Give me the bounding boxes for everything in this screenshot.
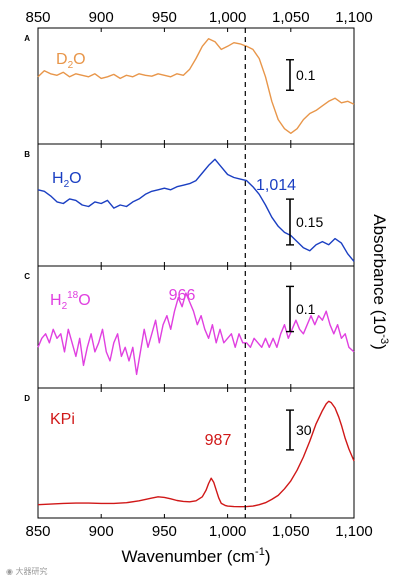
y-axis-title-sup: -3: [378, 334, 390, 344]
sample-label-end: O: [73, 51, 85, 68]
x-tick-label: 950: [152, 523, 177, 540]
x-tick-label-top: 950: [152, 9, 177, 26]
y-axis-title-text: Absorbance (10: [370, 214, 389, 334]
spectrum-line-b: [37, 158, 355, 262]
scale-bar: 30: [286, 409, 312, 451]
x-tick-label-top: 1,050: [272, 9, 310, 26]
panel-letter: C: [24, 272, 30, 281]
x-tick-label: 1,050: [272, 523, 310, 540]
x-axis-title-sup: -1: [255, 546, 265, 558]
sample-label: KPi: [50, 411, 75, 428]
sample-label: H218O: [50, 290, 91, 312]
spectrum-line-d: [37, 400, 355, 508]
panel-letter: D: [24, 394, 30, 403]
x-tick-label: 1,000: [209, 523, 247, 540]
sample-label-main: KPi: [50, 411, 75, 428]
x-tick-label-top: 1,100: [335, 9, 373, 26]
x-tick-label-top: 900: [89, 9, 114, 26]
peak-label: 1,014: [256, 177, 296, 194]
sample-label: D2O: [56, 51, 86, 71]
sample-label-sub: 2: [68, 60, 74, 71]
sample-label-main: H: [50, 292, 62, 309]
x-axis-title-end: ): [265, 547, 271, 566]
scale-bar-label: 0.15: [296, 214, 323, 230]
sample-label-end: O: [69, 170, 81, 187]
x-axis: 850 850 900 900 950 950 1,000 1,000 1,050 1,050 1,…: [25, 9, 372, 540]
x-tick-label: 850: [25, 523, 50, 540]
spectrum-line-a: [37, 38, 355, 134]
sample-label-main: H: [52, 170, 64, 187]
panel-a: A D2O 0.1: [24, 27, 355, 145]
sample-label-sub: 2: [62, 301, 68, 312]
panel-letter: B: [24, 150, 30, 159]
panel-frame: [37, 387, 355, 519]
sample-label-sub: 2: [64, 179, 70, 190]
scale-bar-label: 0.1: [296, 301, 316, 317]
x-tick-label: 1,100: [335, 523, 373, 540]
panel-d: D KPi 30 987: [24, 387, 355, 519]
panel-frame: [37, 143, 355, 267]
watermark-logo: ◉ 大器研究: [6, 567, 48, 576]
panel-c: C H218O 0.1 966: [24, 265, 355, 389]
y-axis-title: Absorbance (10-3): [370, 214, 390, 349]
scale-bar-label: 30: [296, 422, 312, 438]
peak-label: 966: [169, 287, 196, 304]
sample-label-end: O: [78, 292, 90, 309]
sample-label-sup: 18: [67, 290, 79, 301]
scale-bar: 0.1: [286, 59, 316, 91]
x-axis-title: Wavenumber (cm-1): [122, 546, 271, 566]
sample-label: H2O: [52, 170, 82, 190]
x-tick-label: 900: [89, 523, 114, 540]
y-axis-title-end: ): [370, 344, 389, 350]
panel-letter: A: [24, 34, 30, 43]
scale-bar: 0.15: [286, 198, 323, 246]
x-tick-label-top: 850: [25, 9, 50, 26]
x-axis-title-text: Wavenumber (cm: [122, 547, 256, 566]
panel-b: B H2O 0.15 1,014: [24, 143, 355, 267]
peak-label: 987: [205, 432, 232, 449]
x-tick-label-top: 1,000: [209, 9, 247, 26]
spectrum-line-c: [37, 292, 355, 376]
scale-bar: 0.1: [286, 285, 316, 333]
scale-bar-label: 0.1: [296, 67, 316, 83]
panel-frame: [37, 27, 355, 145]
sample-label-main: D: [56, 51, 68, 68]
